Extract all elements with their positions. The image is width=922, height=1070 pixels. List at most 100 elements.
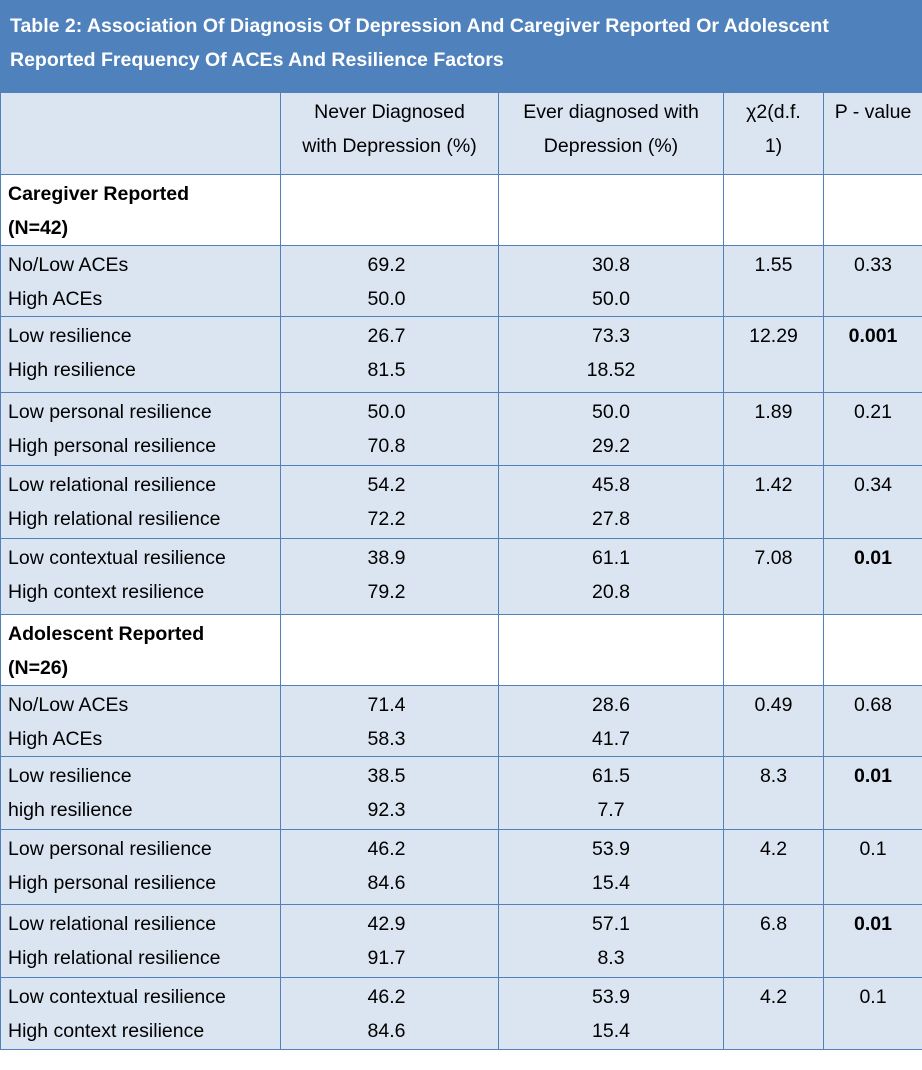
chi-square-value: 4.2	[723, 829, 824, 905]
never-value: 71.4	[367, 694, 406, 716]
table-title: Table 2: Association Of Diagnosis Of Dep…	[0, 0, 922, 92]
header-p-line-1: P - value	[834, 101, 912, 123]
header-never-diagnosed: Never Diagnosed with Depression (%)	[280, 92, 499, 175]
table-row: Low resilience high resilience 38.5 92.3 61.…	[0, 756, 922, 830]
chi-square-value: 6.8	[723, 904, 824, 978]
ever-diagnosed-values: 73.3 18.52	[498, 316, 724, 393]
empty-cell	[498, 174, 724, 246]
chi-square-value: 1.89	[723, 392, 824, 466]
header-row: Never Diagnosed with Depression (%) Ever…	[0, 92, 922, 175]
never-value: 38.5	[367, 765, 406, 787]
chi-value: 12.29	[749, 325, 798, 347]
row-label: Low relational resilience	[8, 474, 217, 496]
p-value-text: 0.1	[859, 986, 887, 1008]
ever-value: 28.6	[592, 694, 630, 716]
p-value: 0.001	[823, 316, 922, 393]
header-chi-line-1: χ2(d.f.	[746, 101, 801, 123]
ever-diagnosed-values: 50.0 29.2	[498, 392, 724, 466]
row-label: high resilience	[8, 799, 133, 821]
table-row: No/Low ACEs High ACEs 71.4 58.3 28.6 41.7 0.49…	[0, 685, 922, 757]
section-label: Caregiver Reported (N=42)	[0, 174, 281, 246]
chi-square-value: 4.2	[723, 977, 824, 1050]
row-label: High personal resilience	[8, 435, 217, 457]
never-value: 50.0	[367, 401, 406, 423]
never-value: 42.9	[367, 913, 406, 935]
p-value-text: 0.001	[848, 325, 898, 347]
never-value: 92.3	[367, 799, 406, 821]
ever-value: 61.5	[592, 765, 630, 787]
never-value: 91.7	[367, 947, 406, 969]
row-label: High ACEs	[8, 288, 103, 310]
never-diagnosed-values: 50.0 70.8	[280, 392, 499, 466]
ever-value: 50.0	[592, 401, 630, 423]
row-label: High resilience	[8, 359, 136, 381]
row-label: High context resilience	[8, 1020, 205, 1042]
p-value: 0.1	[823, 977, 922, 1050]
row-labels: Low relational resilience High relational…	[0, 465, 281, 539]
empty-cell	[280, 174, 499, 246]
row-label: Low personal resilience	[8, 401, 212, 423]
ever-value: 8.3	[597, 947, 625, 969]
never-value: 79.2	[367, 581, 406, 603]
chi-square-value: 8.3	[723, 756, 824, 830]
chi-value: 0.49	[754, 694, 793, 716]
p-value-text: 0.01	[854, 913, 892, 935]
p-value: 0.1	[823, 829, 922, 905]
row-label: Low relational resilience	[8, 913, 217, 935]
chi-square-value: 1.42	[723, 465, 824, 539]
chi-square-value: 0.49	[723, 685, 824, 757]
header-ever-line-1: Ever diagnosed with	[523, 101, 699, 123]
chi-value: 8.3	[759, 765, 788, 787]
row-label: Low resilience	[8, 325, 132, 347]
ever-value: 15.4	[592, 1020, 630, 1042]
header-p-value: P - value	[823, 92, 922, 175]
ever-diagnosed-values: 45.8 27.8	[498, 465, 724, 539]
ever-diagnosed-values: 28.6 41.7	[498, 685, 724, 757]
table-title-line-2: Reported Frequency Of ACEs And Resilienc…	[10, 49, 504, 71]
table-row: No/Low ACEs High ACEs 69.2 50.0 30.8 50.0 1.55…	[0, 245, 922, 317]
data-table: Never Diagnosed with Depression (%) Ever…	[0, 92, 922, 1050]
never-value: 72.2	[367, 508, 406, 530]
empty-cell	[823, 174, 922, 246]
row-labels: Low personal resilience High personal res…	[0, 829, 281, 905]
header-chi-line-2: 1)	[764, 135, 783, 157]
section-label-line: (N=26)	[8, 657, 69, 679]
row-label: Low contextual resilience	[8, 986, 226, 1008]
row-label: No/Low ACEs	[8, 694, 129, 716]
never-value: 54.2	[367, 474, 406, 496]
ever-value: 7.7	[597, 799, 625, 821]
never-diagnosed-values: 54.2 72.2	[280, 465, 499, 539]
section-row: Adolescent Reported (N=26)	[0, 614, 922, 686]
ever-value: 73.3	[592, 325, 630, 347]
table-title-line-1: Table 2: Association Of Diagnosis Of Dep…	[10, 15, 829, 37]
never-value: 46.2	[367, 838, 406, 860]
ever-diagnosed-values: 53.9 15.4	[498, 977, 724, 1050]
never-value: 38.9	[367, 547, 406, 569]
header-empty-cell	[0, 92, 281, 175]
empty-cell	[823, 614, 922, 686]
section-label-line: Adolescent Reported	[8, 623, 205, 645]
never-diagnosed-values: 71.4 58.3	[280, 685, 499, 757]
section-label-line: Caregiver Reported	[8, 183, 189, 205]
p-value: 0.21	[823, 392, 922, 466]
row-label: High relational resilience	[8, 947, 221, 969]
p-value: 0.68	[823, 685, 922, 757]
ever-value: 29.2	[592, 435, 630, 457]
row-label: Low personal resilience	[8, 838, 212, 860]
never-diagnosed-values: 69.2 50.0	[280, 245, 499, 317]
p-value: 0.01	[823, 538, 922, 615]
table-row: Low personal resilience High personal res…	[0, 829, 922, 905]
p-value: 0.01	[823, 904, 922, 978]
never-value: 84.6	[367, 1020, 406, 1042]
never-value: 58.3	[367, 728, 406, 750]
chi-square-value: 7.08	[723, 538, 824, 615]
chi-value: 1.89	[754, 401, 793, 423]
row-label: Low resilience	[8, 765, 132, 787]
header-never-line-1: Never Diagnosed	[314, 101, 465, 123]
never-diagnosed-values: 26.7 81.5	[280, 316, 499, 393]
p-value-text: 0.21	[854, 401, 892, 423]
ever-value: 20.8	[592, 581, 630, 603]
row-label: High context resilience	[8, 581, 205, 603]
ever-value: 53.9	[592, 838, 630, 860]
